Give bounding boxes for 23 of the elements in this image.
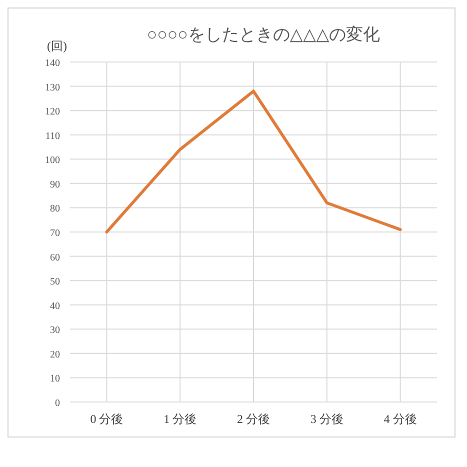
x-tick-label: 4 分後 [384, 412, 417, 426]
line-series [105, 90, 402, 234]
y-tick-label: 40 [50, 300, 60, 312]
y-tick-label: 120 [45, 106, 60, 118]
y-tick-label: 0 [55, 398, 60, 409]
y-tick-label: 100 [45, 155, 60, 166]
x-tick-label: 0 分後 [90, 412, 124, 426]
y-tick-label: 140 [45, 58, 60, 69]
chart-title: ○○○○をしたときの△△△の変化 [146, 25, 380, 44]
x-tick-label: 3 分後 [310, 412, 344, 426]
y-tick-label: 90 [50, 179, 60, 190]
y-tick-label: 130 [45, 82, 60, 94]
y-tick-label: 30 [50, 325, 60, 336]
x-tick-label: 1 分後 [164, 412, 197, 426]
y-axis-title: (回) [47, 39, 67, 53]
y-tick-label: 20 [50, 349, 60, 360]
y-tick-label: 50 [50, 276, 60, 288]
y-tick-label: 60 [50, 252, 60, 264]
y-tick-label: 80 [50, 204, 60, 215]
x-tick-label: 2 分後 [237, 412, 270, 426]
y-tick-label: 10 [50, 374, 60, 385]
y-tick-label: 70 [50, 228, 60, 239]
y-tick-label: 110 [45, 130, 60, 142]
